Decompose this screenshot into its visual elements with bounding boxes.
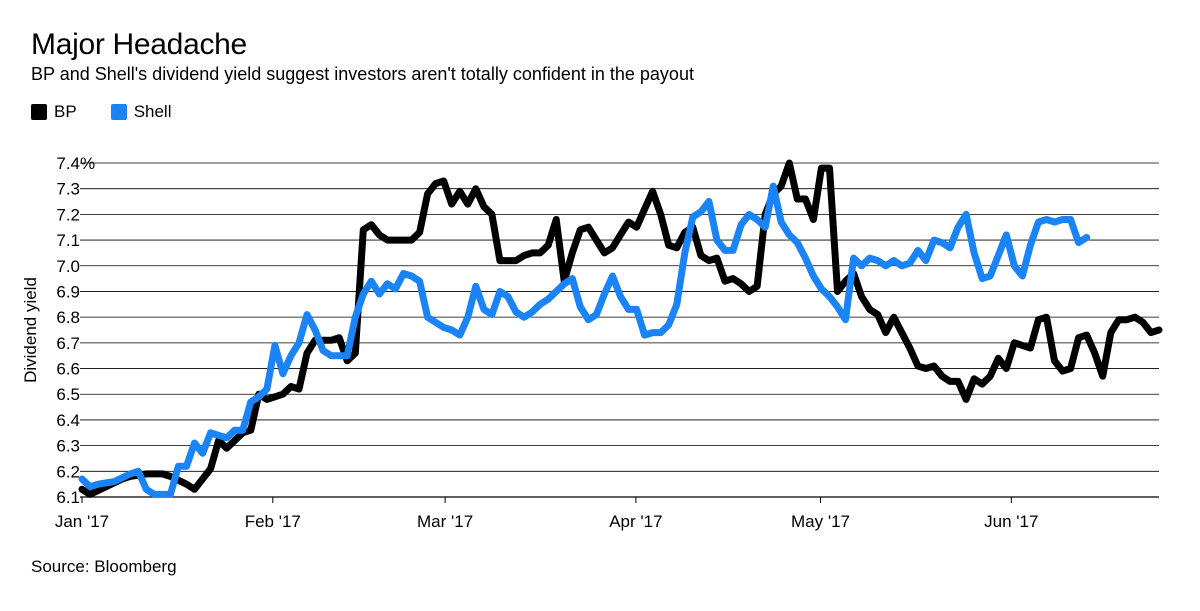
y-tick-label: 6.3 xyxy=(56,437,80,456)
y-axis-label: Dividend yield xyxy=(21,277,40,383)
series-line-bp xyxy=(78,159,1163,498)
x-tick-label: Apr '17 xyxy=(609,512,662,531)
series-line-shell xyxy=(78,182,1091,498)
y-tick-label: 6.8 xyxy=(56,308,80,327)
y-tick-label: 6.6 xyxy=(56,360,80,379)
y-tick-label: 7.3 xyxy=(56,180,80,199)
y-tick-label: 6.7 xyxy=(56,334,80,353)
x-tick-label: May '17 xyxy=(791,512,850,531)
x-tick-label: Feb '17 xyxy=(245,512,301,531)
y-tick-label: 7.1 xyxy=(56,231,80,250)
y-tick-label: 6.2 xyxy=(56,462,80,481)
x-tick-label: Jun '17 xyxy=(984,512,1038,531)
legend-swatch-shell xyxy=(110,104,127,120)
y-tick-label: 6.5 xyxy=(56,385,80,404)
legend: BP Shell xyxy=(31,102,206,122)
y-tick-label: 7.2 xyxy=(56,205,80,224)
x-tick-label: Jan '17 xyxy=(55,512,109,531)
y-tick-label: 7.4 xyxy=(56,154,80,173)
legend-swatch-bp xyxy=(31,104,47,120)
y-tick-label: 6.9 xyxy=(56,282,80,301)
source-note: Source: Bloomberg xyxy=(31,557,177,576)
y-unit-label: % xyxy=(80,154,95,173)
y-tick-labels: 7.4 7.3 7.2 7.1 7.0 6.9 6.8 6.7 6.6 6.5 6.4 6.3 6.2 6… xyxy=(56,154,80,507)
y-tick-label: 6.4 xyxy=(56,411,80,430)
series-lines xyxy=(78,159,1163,498)
x-tick-label: Mar '17 xyxy=(417,512,473,531)
legend-label-bp: BP xyxy=(54,102,77,121)
legend-label-shell: Shell xyxy=(133,102,172,121)
chart-title: Major Headache xyxy=(31,28,247,61)
y-tick-label: 6.1 xyxy=(56,488,80,507)
y-tick-label: 7.0 xyxy=(56,257,80,276)
chart-subtitle: BP and Shell's dividend yield suggest in… xyxy=(31,64,694,84)
x-axis: Jan '17 Feb '17 Mar '17 Apr '17 May '17 Jun '… xyxy=(55,497,1038,531)
legend-item-shell: Shell xyxy=(110,102,172,122)
legend-item-bp: BP xyxy=(31,102,77,122)
grid-lines xyxy=(80,162,1159,498)
